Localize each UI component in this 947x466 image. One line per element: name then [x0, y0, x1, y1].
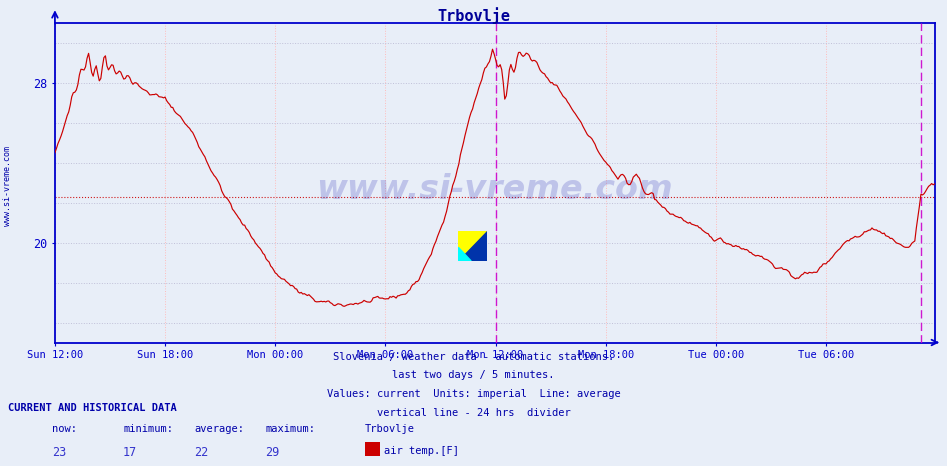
- Text: now:: now:: [52, 424, 77, 434]
- Text: 29: 29: [265, 446, 279, 459]
- Text: air temp.[F]: air temp.[F]: [384, 446, 459, 456]
- Text: average:: average:: [194, 424, 244, 434]
- Text: vertical line - 24 hrs  divider: vertical line - 24 hrs divider: [377, 408, 570, 418]
- Text: 23: 23: [52, 446, 66, 459]
- Text: minimum:: minimum:: [123, 424, 173, 434]
- Polygon shape: [458, 247, 472, 261]
- Text: CURRENT AND HISTORICAL DATA: CURRENT AND HISTORICAL DATA: [8, 403, 176, 413]
- Polygon shape: [458, 231, 487, 261]
- Text: Trbovlje: Trbovlje: [365, 424, 415, 434]
- Text: maximum:: maximum:: [265, 424, 315, 434]
- Text: Values: current  Units: imperial  Line: average: Values: current Units: imperial Line: av…: [327, 389, 620, 399]
- Text: 22: 22: [194, 446, 208, 459]
- Text: www.si-vreme.com: www.si-vreme.com: [316, 173, 673, 206]
- Polygon shape: [458, 231, 487, 261]
- Text: last two days / 5 minutes.: last two days / 5 minutes.: [392, 370, 555, 380]
- Text: Trbovlje: Trbovlje: [437, 7, 510, 24]
- Text: 17: 17: [123, 446, 137, 459]
- Text: Slovenia / weather data - automatic stations.: Slovenia / weather data - automatic stat…: [333, 352, 614, 362]
- Text: www.si-vreme.com: www.si-vreme.com: [3, 146, 12, 226]
